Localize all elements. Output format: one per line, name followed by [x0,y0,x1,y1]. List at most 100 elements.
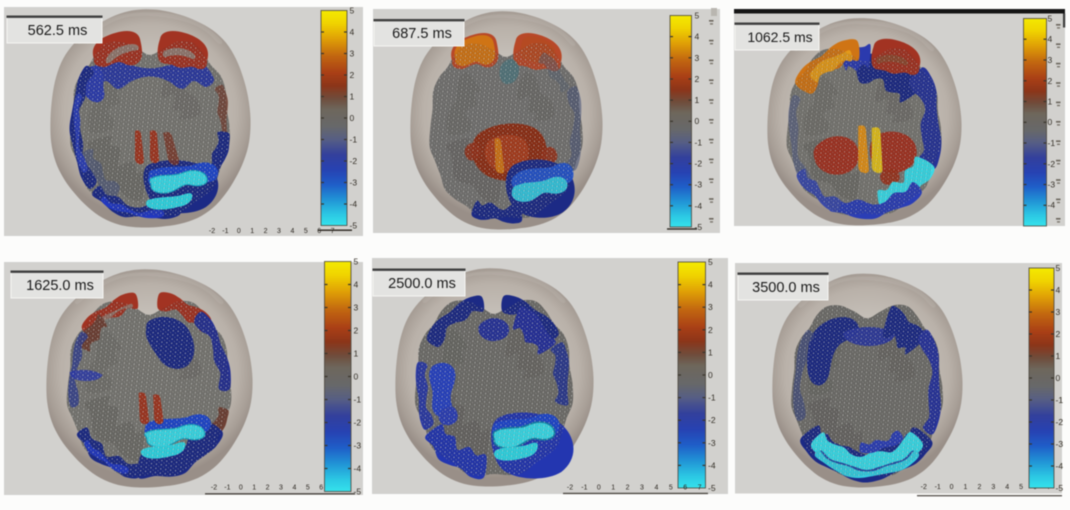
svg-text:2: 2 [1048,76,1053,86]
svg-text:4: 4 [1048,34,1053,44]
svg-text:3: 3 [1056,307,1061,317]
svg-text:0: 0 [350,113,355,123]
svg-text:3: 3 [991,484,995,491]
svg-text:3: 3 [708,302,713,312]
svg-text:2: 2 [264,228,268,235]
svg-text:1: 1 [964,484,968,491]
svg-text:2: 2 [266,485,270,492]
svg-text:2: 2 [350,70,355,80]
svg-text:-2: -2 [354,418,362,428]
svg-text:-3: -3 [695,180,703,190]
svg-text:4: 4 [1005,484,1009,491]
svg-text:4: 4 [1056,285,1061,295]
svg-text:3500.0 ms: 3500.0 ms [752,280,820,296]
svg-text:4: 4 [354,280,359,290]
svg-text:-3: -3 [350,178,358,188]
svg-text:5: 5 [350,6,355,16]
svg-text:2500.0 ms: 2500.0 ms [388,276,456,292]
svg-text:6: 6 [319,485,323,492]
svg-text:2: 2 [708,325,713,335]
svg-text:0: 0 [1056,373,1061,383]
svg-text:7: 7 [331,228,335,235]
svg-text:0: 0 [1048,117,1053,127]
svg-text:-4: -4 [695,201,703,211]
svg-text:-5: -5 [708,483,716,493]
svg-text:0: 0 [695,116,700,126]
svg-text:3: 3 [279,485,283,492]
svg-text:-3: -3 [1056,439,1064,449]
svg-text:4: 4 [290,228,294,235]
svg-text:3: 3 [695,53,700,63]
svg-text:2: 2 [626,485,630,492]
svg-text:4: 4 [350,27,355,37]
svg-text:1: 1 [252,485,256,492]
svg-text:3: 3 [354,303,359,313]
svg-text:-3: -3 [354,441,362,451]
svg-text:5: 5 [669,485,673,492]
svg-text:562.5 ms: 562.5 ms [28,23,88,39]
svg-text:0: 0 [950,484,954,491]
svg-text:2: 2 [695,74,700,84]
svg-text:1: 1 [708,347,713,357]
svg-text:1625.0 ms: 1625.0 ms [26,278,94,294]
svg-text:-1: -1 [935,484,941,491]
svg-text:6: 6 [317,228,321,235]
svg-text:-5: -5 [350,221,358,231]
svg-text:-1: -1 [708,393,716,403]
svg-text:0: 0 [708,370,713,380]
svg-text:7: 7 [698,485,702,492]
svg-text:1: 1 [250,228,254,235]
svg-text:-2: -2 [921,484,927,491]
svg-text:0: 0 [237,228,241,235]
svg-text:5: 5 [354,257,359,267]
svg-text:-1: -1 [1048,138,1056,148]
svg-text:3: 3 [640,485,644,492]
svg-text:-4: -4 [708,460,716,470]
svg-text:1: 1 [1048,97,1053,107]
svg-text:-1: -1 [581,485,587,492]
svg-text:-2: -2 [1056,417,1064,427]
svg-text:5: 5 [1019,484,1023,491]
svg-text:6: 6 [683,485,687,492]
svg-text:0: 0 [597,485,601,492]
svg-text:5: 5 [304,228,308,235]
svg-text:4: 4 [708,280,713,290]
svg-text:4: 4 [695,32,700,42]
svg-text:-5: -5 [695,222,703,232]
svg-text:1: 1 [354,349,359,359]
svg-text:-4: -4 [1048,200,1056,210]
svg-text:-1: -1 [695,137,703,147]
svg-text:1: 1 [350,92,355,102]
svg-text:-1: -1 [224,485,230,492]
svg-text:-1: -1 [222,228,228,235]
svg-text:5: 5 [1056,263,1061,273]
svg-text:2: 2 [977,484,981,491]
svg-text:4: 4 [654,485,658,492]
svg-text:5: 5 [1048,14,1053,24]
svg-text:0: 0 [354,372,359,382]
svg-text:-2: -2 [350,156,358,166]
svg-text:-3: -3 [1048,180,1056,190]
svg-text:-5: -5 [1056,483,1064,493]
svg-text:5: 5 [708,257,713,267]
svg-text:-2: -2 [708,415,716,425]
svg-text:-2: -2 [211,485,217,492]
svg-text:-2: -2 [567,485,573,492]
svg-text:1: 1 [695,95,700,105]
svg-text:-4: -4 [354,464,362,474]
svg-text:-2: -2 [695,159,703,169]
svg-text:1: 1 [611,485,615,492]
svg-text:-2: -2 [209,228,215,235]
svg-text:-4: -4 [1056,461,1064,471]
svg-text:4: 4 [292,485,296,492]
svg-text:3: 3 [277,228,281,235]
svg-text:-5: -5 [354,487,362,497]
svg-text:687.5 ms: 687.5 ms [392,26,452,42]
svg-text:-4: -4 [350,199,358,209]
svg-text:5: 5 [306,485,310,492]
svg-text:5: 5 [695,11,700,21]
svg-text:0: 0 [239,485,243,492]
svg-text:1062.5 ms: 1062.5 ms [747,29,812,45]
svg-text:1: 1 [1056,351,1061,361]
svg-text:2: 2 [354,326,359,336]
